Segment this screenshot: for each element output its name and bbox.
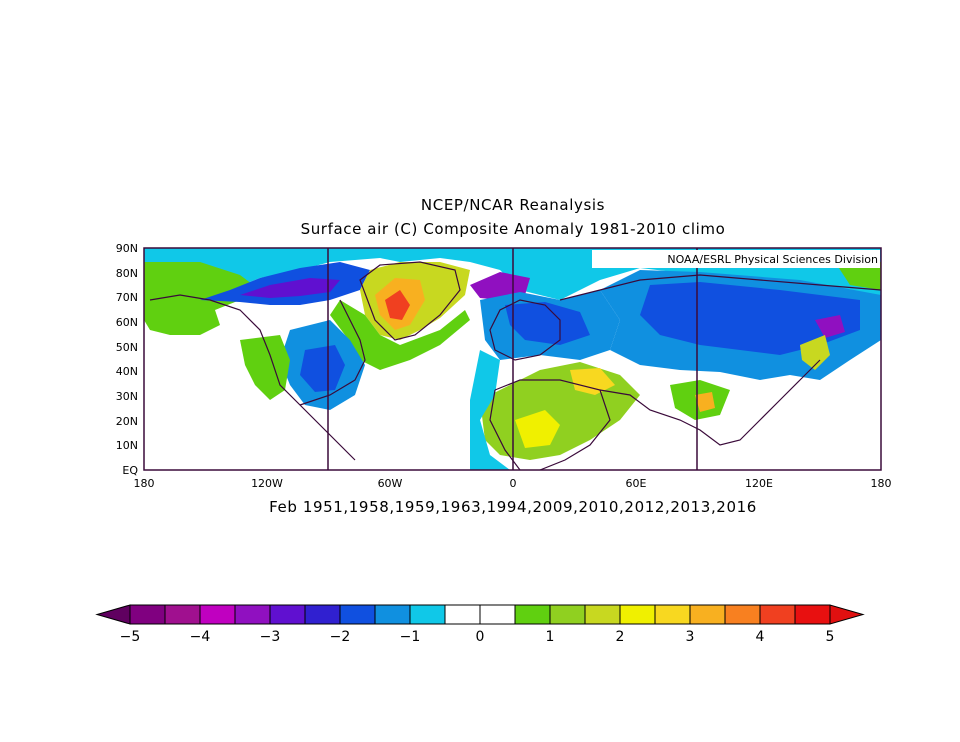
lon-tick: 180 (871, 477, 892, 490)
colorbar-label: 4 (756, 629, 765, 645)
colorbar-swatch (584, 604, 621, 625)
colorbar-swatch (409, 604, 446, 625)
colorbar-swatch (199, 604, 236, 625)
greenland-hot-core (385, 290, 410, 320)
canadian-arctic-core (240, 278, 340, 298)
colorbar-swatch (129, 604, 166, 625)
kamchatka-warm (800, 335, 830, 370)
europe-cold-core (505, 302, 590, 345)
colorbar-swatch (444, 604, 481, 625)
colorbar-swatch (724, 604, 761, 625)
credit-label: NOAA/ESRL Physical Sciences Division (667, 253, 878, 266)
lat-tick: 90N (116, 242, 138, 255)
lat-tick: 80N (116, 267, 138, 280)
credit-box (592, 250, 880, 268)
colorbar-swatch (759, 604, 796, 625)
north-africa-core (515, 410, 560, 448)
lon-axis: 180 120W 60W 0 60E 120E 180 (134, 477, 892, 490)
lat-tick: 60N (116, 316, 138, 329)
composite-years-label: Feb 1951,1958,1959,1963,1994,2009,2010,2… (269, 498, 757, 516)
labrador-green (330, 300, 470, 370)
tibet-core (695, 392, 715, 412)
title-line-2: Surface air (C) Composite Anomaly 1981-2… (301, 220, 726, 238)
lat-tick: EQ (122, 464, 138, 477)
colorbar-swatch (654, 604, 691, 625)
colorbar-swatch (234, 604, 271, 625)
lon-tick: 120W (251, 477, 283, 490)
map-frame (143, 247, 882, 471)
colorbar-swatch (689, 604, 726, 625)
lat-tick: 20N (116, 415, 138, 428)
colorbar-label: −2 (330, 629, 351, 645)
colorbar-swatch (514, 604, 551, 625)
colorbar-swatch (304, 604, 341, 625)
western-us-warm (240, 335, 290, 400)
colorbar: −5 −4 −3 −2 −1 0 1 2 3 4 5 (95, 604, 865, 645)
lon-tick: 60W (378, 477, 403, 490)
colorbar-swatch (479, 604, 516, 625)
lat-tick: 70N (116, 291, 138, 304)
lat-tick: 10N (116, 439, 138, 452)
colorbar-swatch (269, 604, 306, 625)
title-line-1: NCEP/NCAR Reanalysis (421, 196, 605, 214)
colorbar-label: −4 (190, 629, 211, 645)
colorbar-swatch (549, 604, 586, 625)
colorbar-label: −5 (120, 629, 141, 645)
lon-tick: 180 (134, 477, 155, 490)
colorbar-label: 1 (546, 629, 555, 645)
lon-tick: 120E (745, 477, 773, 490)
colorbar-swatch (619, 604, 656, 625)
colorbar-swatch (794, 604, 831, 625)
colorbar-label: 2 (616, 629, 625, 645)
colorbar-max-arrow (829, 604, 865, 625)
colorbar-label: 3 (686, 629, 695, 645)
green-ne-corner (835, 262, 881, 290)
colorbar-label: −3 (260, 629, 281, 645)
colorbar-swatch (164, 604, 201, 625)
eastern-us-core (300, 345, 345, 392)
coastlines (149, 261, 881, 470)
lat-tick: 40N (116, 365, 138, 378)
siberia-cold-core (640, 282, 860, 355)
colorbar-swatch (339, 604, 376, 625)
middle-east-core (570, 368, 615, 395)
colorbar-label: −1 (400, 629, 421, 645)
colorbar-label: 5 (826, 629, 835, 645)
lon-tick: 60E (626, 477, 647, 490)
map-panel (144, 248, 881, 470)
lon-tick: 0 (510, 477, 517, 490)
colorbar-label: 0 (476, 629, 485, 645)
colorbar-swatch (374, 604, 411, 625)
lat-axis: 90N 80N 70N 60N 50N 40N 30N 20N 10N EQ (116, 242, 139, 477)
colorbar-min-arrow (95, 604, 131, 625)
lat-tick: 30N (116, 390, 138, 403)
siberia-cold-spot (815, 315, 845, 338)
atlantic-blue (470, 350, 510, 470)
meridian-lines (327, 248, 698, 470)
lat-tick: 50N (116, 341, 138, 354)
